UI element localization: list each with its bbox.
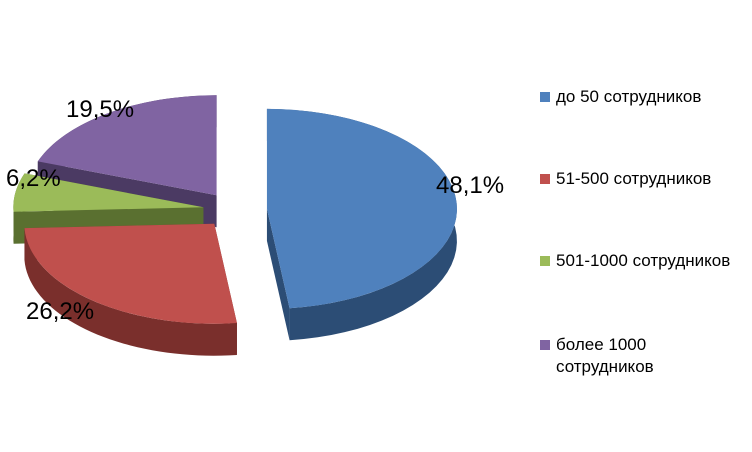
- data-label-slice-1: 26,2%: [26, 298, 95, 325]
- data-label-slice-3: 19,5%: [66, 96, 135, 123]
- pie-slice-0: [266, 108, 457, 309]
- data-label-slice-2: 6,2%: [6, 165, 61, 192]
- legend-swatch-icon: [540, 92, 550, 102]
- legend-label: более 1000 сотрудников: [556, 335, 654, 376]
- legend-swatch-icon: [540, 174, 550, 184]
- legend-label: до 50 сотрудников: [556, 87, 702, 106]
- pie-slice-1: [24, 223, 237, 324]
- legend-swatch-icon: [540, 340, 550, 350]
- data-label-slice-0: 48,1%: [436, 172, 505, 199]
- pie-slice-rim: [24, 228, 237, 356]
- legend-label: 501-1000 сотрудников: [556, 251, 731, 270]
- pie-slice-2: [13, 173, 204, 212]
- legend-swatch-icon: [540, 256, 550, 266]
- pie-slice-edge: [266, 208, 290, 341]
- pie-slice-3: [37, 95, 217, 196]
- legend-label: 51-500 сотрудников: [556, 169, 712, 188]
